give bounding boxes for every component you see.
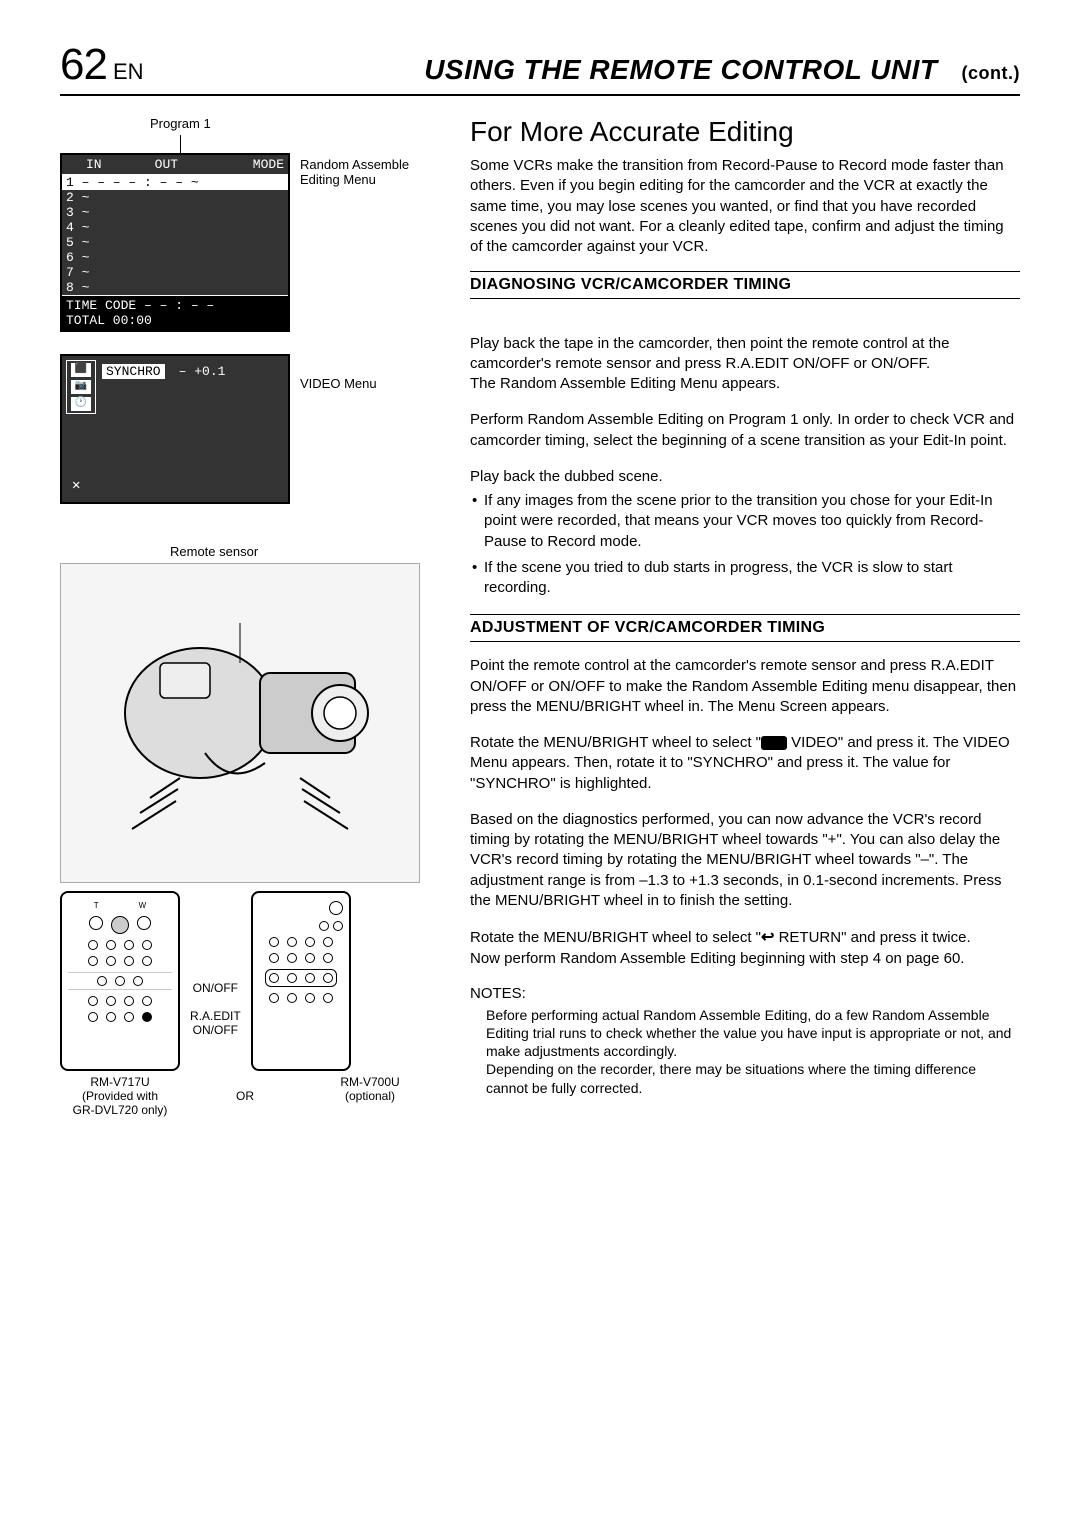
left-column: Program 1 IN OUT MODE 1 – – – – : – – ~ … — [60, 116, 440, 1117]
synchro-value: – +0.1 — [179, 364, 226, 379]
hdr-out: OUT — [151, 155, 220, 174]
total-row: TOTAL 00:00 — [66, 313, 284, 328]
intro-text: Some VCRs make the transition from Recor… — [470, 156, 1020, 257]
section-title: For More Accurate Editing — [470, 116, 1020, 148]
menu-row: 5 ~ — [62, 235, 288, 250]
remotes-area: TW ON/OFF R.A.EDIT ON/OFF — [60, 891, 440, 1071]
remote-a-note: (Provided with GR-DVL720 only) — [60, 1089, 180, 1117]
menu1-caption: Random Assemble Editing Menu — [300, 157, 409, 187]
menu-row-1: 1 – – – – : – – ~ — [62, 175, 288, 190]
tape-icon: ⬛ — [71, 363, 91, 377]
diag-step-2: Perform Random Assemble Editing on Progr… — [470, 410, 1020, 451]
remote-b — [251, 891, 351, 1071]
onoff-label: ON/OFF — [190, 981, 241, 995]
menu-row: 8 ~ — [62, 280, 288, 295]
menu-row: 3 ~ — [62, 205, 288, 220]
program-label: Program 1 — [150, 116, 440, 131]
adj-step-1: Point the remote control at the camcorde… — [470, 656, 1020, 717]
adj-step-3: Based on the diagnostics performed, you … — [470, 810, 1020, 911]
return-icon: ↩ — [761, 927, 774, 949]
camcorder-svg — [90, 603, 390, 843]
or-label: OR — [185, 1089, 305, 1103]
diagnosing-header: DIAGNOSING VCR/CAMCORDER TIMING — [470, 271, 1020, 299]
diag-step-3: Play back the dubbed scene. If any image… — [470, 467, 1020, 599]
remote-label-col: ON/OFF R.A.EDIT ON/OFF — [190, 981, 241, 1037]
notes-body: Before performing actual Random Assemble… — [470, 1006, 1020, 1097]
camcorder-illustration — [60, 563, 420, 883]
menu-row: 6 ~ — [62, 250, 288, 265]
diag-bullet: If the scene you tried to dub starts in … — [484, 558, 1020, 599]
remote-sensor-label: Remote sensor — [170, 544, 440, 559]
right-column: For More Accurate Editing Some VCRs make… — [470, 116, 1020, 1117]
video-menu-box: ⬛ 📷 🕐 SYNCHRO – +0.1 ✕ — [60, 354, 290, 504]
close-icon: ✕ — [72, 477, 80, 494]
hdr-mode: MODE — [219, 155, 288, 174]
remote-a: TW — [60, 891, 180, 1071]
remote-a-model: RM-V717U — [60, 1075, 180, 1089]
hdr-in: IN — [82, 155, 151, 174]
adj-step-2: Rotate the MENU/BRIGHT wheel to select "… — [470, 733, 1020, 794]
pointer-line — [180, 135, 181, 153]
remote-b-model: RM-V700U — [310, 1075, 430, 1089]
menu-row: 7 ~ — [62, 265, 288, 280]
adj-step-4: Rotate the MENU/BRIGHT wheel to select "… — [470, 927, 1020, 969]
notes-header: NOTES: — [470, 985, 1020, 1002]
cont-label: (cont.) — [962, 63, 1020, 84]
tape-icon — [761, 736, 787, 750]
video-icons-col: ⬛ 📷 🕐 — [66, 360, 96, 414]
page-number-block: 62 EN — [60, 40, 144, 90]
page-number: 62 — [60, 40, 107, 90]
page-header: 62 EN USING THE REMOTE CONTROL UNIT (con… — [60, 40, 1020, 96]
editing-menu-box: IN OUT MODE 1 – – – – : – – ~ 2 ~ 3 ~ 4 … — [60, 153, 290, 332]
menu-row: 2 ~ — [62, 190, 288, 205]
video-menu-caption: VIDEO Menu — [300, 376, 377, 391]
menu-row: 4 ~ — [62, 220, 288, 235]
diag-bullet: If any images from the scene prior to th… — [484, 491, 1020, 552]
raedit-label: R.A.EDIT ON/OFF — [190, 1009, 241, 1037]
main-title: USING THE REMOTE CONTROL UNIT — [424, 54, 937, 86]
remote-captions: RM-V717U (Provided with GR-DVL720 only) … — [60, 1075, 430, 1117]
adjustment-header: ADJUSTMENT OF VCR/CAMCORDER TIMING — [470, 614, 1020, 642]
camera-icon: 📷 — [71, 380, 91, 394]
title-area: USING THE REMOTE CONTROL UNIT (cont.) — [424, 54, 1020, 86]
time-code-row: TIME CODE – – : – – — [66, 298, 284, 313]
synchro-label: SYNCHRO — [102, 364, 165, 379]
diag-step-1: Play back the tape in the camcorder, the… — [470, 313, 1020, 394]
remote-b-note: (optional) — [310, 1089, 430, 1103]
clock-icon: 🕐 — [71, 397, 91, 411]
page-lang: EN — [113, 59, 144, 85]
